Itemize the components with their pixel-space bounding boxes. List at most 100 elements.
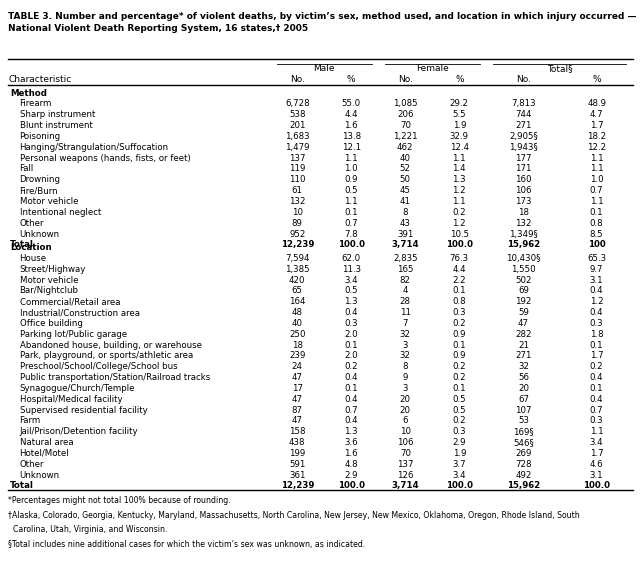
Text: 160: 160 xyxy=(515,175,531,184)
Text: Office building: Office building xyxy=(20,319,83,328)
Text: Parking lot/Public garage: Parking lot/Public garage xyxy=(20,330,127,338)
Text: 1.9: 1.9 xyxy=(453,449,466,458)
Text: 1.1: 1.1 xyxy=(344,154,358,163)
Text: 0.4: 0.4 xyxy=(344,395,358,404)
Text: 538: 538 xyxy=(289,111,306,119)
Text: 48.9: 48.9 xyxy=(587,99,606,108)
Text: 3.7: 3.7 xyxy=(453,460,466,469)
Text: Personal weapons (hands, fists, or feet): Personal weapons (hands, fists, or feet) xyxy=(20,154,190,163)
Text: 0.7: 0.7 xyxy=(344,219,358,228)
Text: 1,479: 1,479 xyxy=(285,143,310,152)
Text: †Alaska, Colorado, Georgia, Kentucky, Maryland, Massachusetts, North Carolina, N: †Alaska, Colorado, Georgia, Kentucky, Ma… xyxy=(8,511,580,520)
Text: 24: 24 xyxy=(292,362,303,371)
Text: 6: 6 xyxy=(403,416,408,425)
Text: 8.5: 8.5 xyxy=(590,230,603,239)
Text: 192: 192 xyxy=(515,297,531,306)
Text: 952: 952 xyxy=(289,230,306,239)
Text: Park, playground, or sports/athletic area: Park, playground, or sports/athletic are… xyxy=(20,352,193,361)
Text: 5.5: 5.5 xyxy=(453,111,466,119)
Text: 3.1: 3.1 xyxy=(590,276,603,285)
Text: 69: 69 xyxy=(518,286,529,295)
Text: 47: 47 xyxy=(292,395,303,404)
Text: 177: 177 xyxy=(515,154,531,163)
Text: 12,239: 12,239 xyxy=(281,240,314,249)
Text: 65.3: 65.3 xyxy=(587,254,606,263)
Text: 107: 107 xyxy=(515,405,531,414)
Text: Motor vehicle: Motor vehicle xyxy=(20,276,78,285)
Text: 100.0: 100.0 xyxy=(338,481,365,490)
Text: 0.1: 0.1 xyxy=(453,286,466,295)
Text: 1.3: 1.3 xyxy=(344,428,358,436)
Text: 0.1: 0.1 xyxy=(344,341,358,350)
Text: 0.1: 0.1 xyxy=(590,384,603,393)
Text: 48: 48 xyxy=(292,308,303,317)
Text: Sharp instrument: Sharp instrument xyxy=(20,111,95,119)
Text: 10,430§: 10,430§ xyxy=(506,254,540,263)
Text: 1.1: 1.1 xyxy=(344,197,358,206)
Text: 13.8: 13.8 xyxy=(342,132,361,141)
Text: 201: 201 xyxy=(289,121,306,130)
Text: 59: 59 xyxy=(518,308,529,317)
Text: 70: 70 xyxy=(400,449,411,458)
Text: 3.4: 3.4 xyxy=(590,438,603,447)
Text: 0.2: 0.2 xyxy=(453,416,466,425)
Text: 62.0: 62.0 xyxy=(342,254,361,263)
Text: 137: 137 xyxy=(289,154,306,163)
Text: 0.1: 0.1 xyxy=(344,208,358,217)
Text: 0.4: 0.4 xyxy=(590,286,603,295)
Text: 0.1: 0.1 xyxy=(344,384,358,393)
Text: 1,349§: 1,349§ xyxy=(509,230,538,239)
Text: 0.2: 0.2 xyxy=(344,362,358,371)
Text: 20: 20 xyxy=(518,384,529,393)
Text: 65: 65 xyxy=(292,286,303,295)
Text: 1.7: 1.7 xyxy=(590,449,603,458)
Text: 132: 132 xyxy=(515,219,531,228)
Text: 7,594: 7,594 xyxy=(285,254,310,263)
Text: Jail/Prison/Detention facility: Jail/Prison/Detention facility xyxy=(20,428,138,436)
Text: 1.1: 1.1 xyxy=(590,164,603,174)
Text: 12.1: 12.1 xyxy=(342,143,361,152)
Text: 492: 492 xyxy=(515,471,531,480)
Text: 132: 132 xyxy=(289,197,306,206)
Text: 8: 8 xyxy=(403,362,408,371)
Text: 4.7: 4.7 xyxy=(590,111,603,119)
Text: 32: 32 xyxy=(518,362,529,371)
Text: 41: 41 xyxy=(400,197,411,206)
Text: 11.3: 11.3 xyxy=(342,265,361,274)
Text: 3,714: 3,714 xyxy=(392,240,419,249)
Text: 10: 10 xyxy=(400,428,411,436)
Text: Natural area: Natural area xyxy=(20,438,73,447)
Text: 3.4: 3.4 xyxy=(344,276,358,285)
Text: Method: Method xyxy=(10,88,47,98)
Text: 2,835: 2,835 xyxy=(393,254,418,263)
Text: 7,813: 7,813 xyxy=(511,99,536,108)
Text: 50: 50 xyxy=(400,175,411,184)
Text: Public transportation/Station/Railroad tracks: Public transportation/Station/Railroad t… xyxy=(20,373,210,382)
Text: 53: 53 xyxy=(518,416,529,425)
Text: 0.7: 0.7 xyxy=(344,405,358,414)
Text: 18: 18 xyxy=(292,341,303,350)
Text: 17: 17 xyxy=(292,384,303,393)
Text: House: House xyxy=(20,254,47,263)
Text: 438: 438 xyxy=(289,438,306,447)
Text: 2,905§: 2,905§ xyxy=(509,132,538,141)
Text: 1,550: 1,550 xyxy=(511,265,536,274)
Text: 0.7: 0.7 xyxy=(590,405,603,414)
Text: 47: 47 xyxy=(292,416,303,425)
Text: Abandoned house, building, or warehouse: Abandoned house, building, or warehouse xyxy=(20,341,202,350)
Text: Characteristic: Characteristic xyxy=(8,74,72,83)
Text: Carolina, Utah, Virginia, and Wisconsin.: Carolina, Utah, Virginia, and Wisconsin. xyxy=(8,525,168,534)
Text: 106: 106 xyxy=(397,438,413,447)
Text: 0.4: 0.4 xyxy=(344,308,358,317)
Text: 744: 744 xyxy=(515,111,531,119)
Text: 1.1: 1.1 xyxy=(590,428,603,436)
Text: 0.2: 0.2 xyxy=(453,373,466,382)
Text: 0.4: 0.4 xyxy=(344,416,358,425)
Text: 7.8: 7.8 xyxy=(344,230,358,239)
Text: %: % xyxy=(347,74,356,83)
Text: 173: 173 xyxy=(515,197,531,206)
Text: 391: 391 xyxy=(397,230,413,239)
Text: 164: 164 xyxy=(289,297,306,306)
Text: 1,221: 1,221 xyxy=(393,132,418,141)
Text: 1,385: 1,385 xyxy=(285,265,310,274)
